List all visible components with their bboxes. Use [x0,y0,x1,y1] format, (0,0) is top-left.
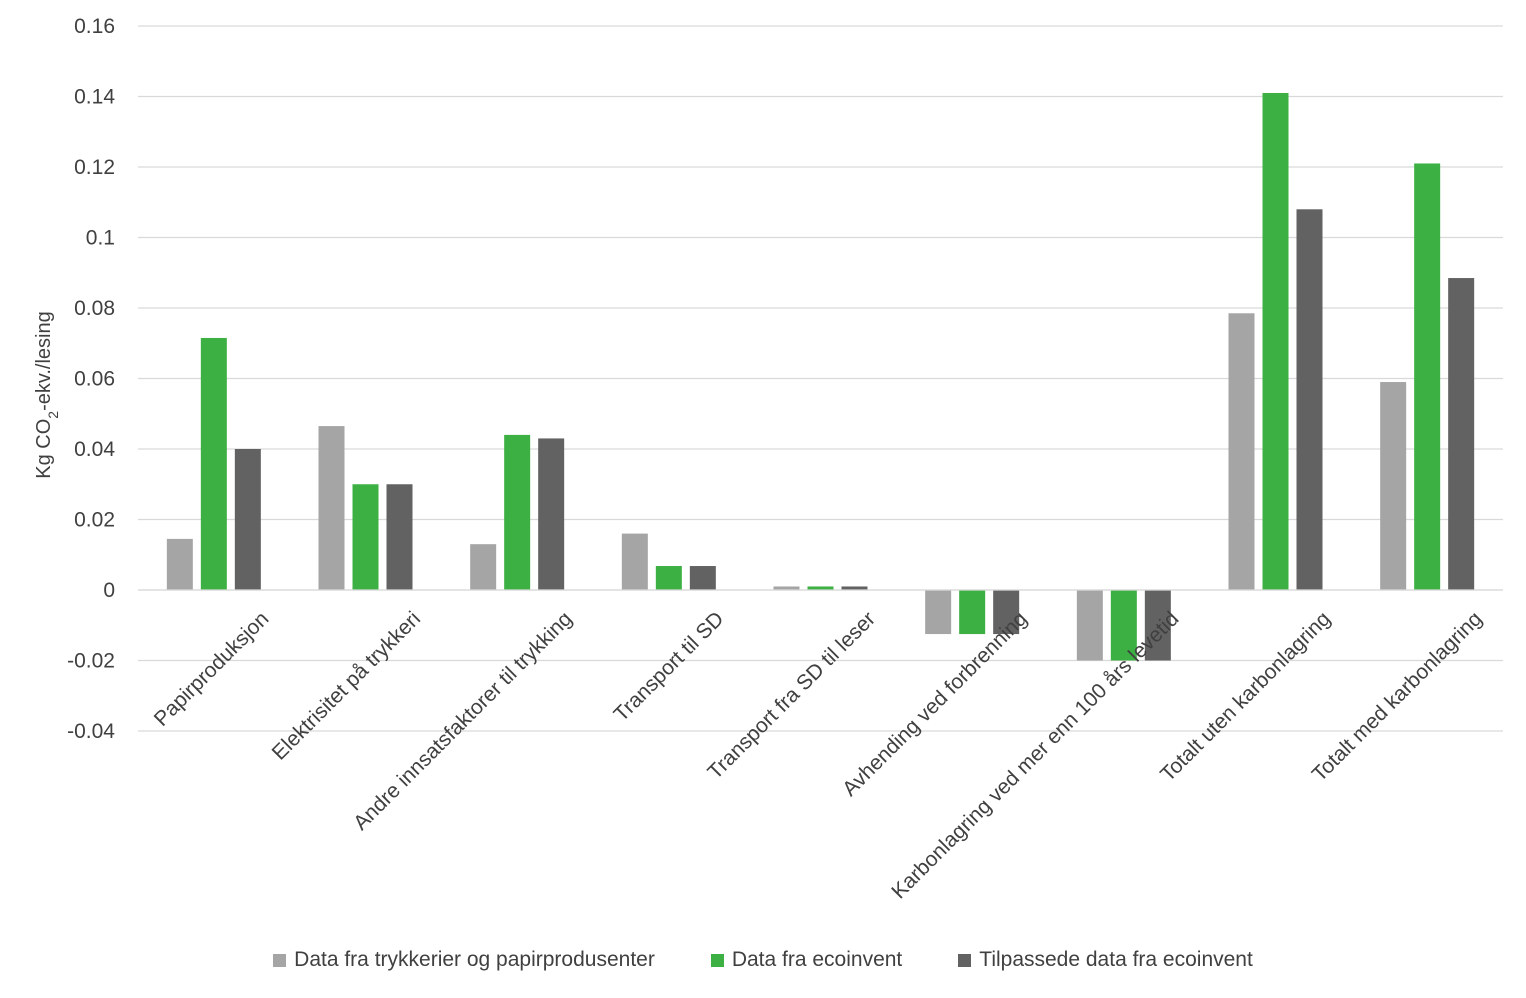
bar-series-3 [386,484,413,590]
y-tick-label: 0.14 [74,86,115,109]
bar-series-3 [1144,590,1171,661]
y-tick-label: -0.02 [67,650,115,673]
bar-series-3 [1296,209,1323,591]
bar-series-2 [504,434,531,590]
bar-series-2 [807,586,834,590]
y-tick-label: 0.06 [74,368,115,391]
bar-series-1 [925,590,952,635]
bar-series-2 [352,484,379,590]
legend-label-series-1: Data fra trykkerier og papirprodusenter [294,948,655,971]
x-category-label: Papirproduksjon [150,607,274,731]
legend-item-series-1: Data fra trykkerier og papirprodusenter [273,948,655,972]
x-category-label: Elektrisitet på trykkeri [268,607,425,764]
legend-item-series-2: Data fra ecoinvent [710,948,903,972]
y-tick-label: 0.04 [74,438,115,461]
bar-series-1 [1228,313,1255,590]
legend-swatch-series-3 [958,953,972,967]
bar-series-2 [1414,163,1441,590]
x-category-label: Totalt med karbonlagring [1308,607,1487,786]
bar-series-1 [621,533,648,590]
y-axis-title-subscript: 2 [45,411,61,419]
y-axis-title-part-1: Kg CO [33,419,55,479]
bar-series-3 [1448,278,1475,590]
x-category-label: Transport til SD [610,607,729,726]
legend-item-series-3: Tilpassede data fra ecoinvent [958,948,1253,972]
bar-series-2 [655,566,682,590]
y-tick-label: 0.16 [74,15,115,38]
bar-series-1 [318,426,345,590]
bar-series-3 [841,586,868,590]
bar-series-3 [538,438,565,590]
y-tick-label: 0.02 [74,509,115,532]
y-tick-label: 0 [103,579,115,602]
x-category-label: Karbonlagring ved mer enn 100 års leveti… [887,607,1183,903]
y-axis-title-part-2: -ekv./lesing [33,311,55,411]
bar-series-1 [166,538,193,590]
legend-label-series-2: Data fra ecoinvent [731,948,903,971]
bar-series-2 [959,590,986,635]
bar-series-3 [689,566,716,590]
y-axis-title: Kg CO2-ekv./lesing [33,311,61,479]
y-axis-ticks: 0.16 0.14 0.12 0.1 0.08 0.06 0.04 0.02 0 -0.02 -0.… [67,15,115,743]
bar-series-3 [993,590,1020,635]
y-tick-label: -0.04 [67,720,115,743]
bar-series-1 [1380,382,1407,590]
bars [138,92,1503,661]
legend: Data fra trykkerier og papirprodusenter … [0,948,1526,972]
x-category-label: Transport fra SD til leser [703,607,880,784]
y-tick-label: 0.12 [74,156,115,179]
bar-series-2 [1262,92,1289,590]
bar-series-1 [470,544,497,590]
bar-series-2 [200,337,227,590]
bar-series-2 [1110,590,1137,661]
x-category-label: Totalt uten karbonlagring [1156,607,1335,786]
y-tick-label: 0.1 [86,227,115,250]
legend-swatch-series-1 [273,953,287,967]
y-tick-label: 0.08 [74,297,115,320]
legend-swatch-series-2 [710,953,724,967]
bar-series-1 [1076,590,1103,661]
legend-label-series-3: Tilpassede data fra ecoinvent [979,948,1253,971]
bar-series-1 [773,586,800,590]
bar-series-3 [234,449,261,590]
